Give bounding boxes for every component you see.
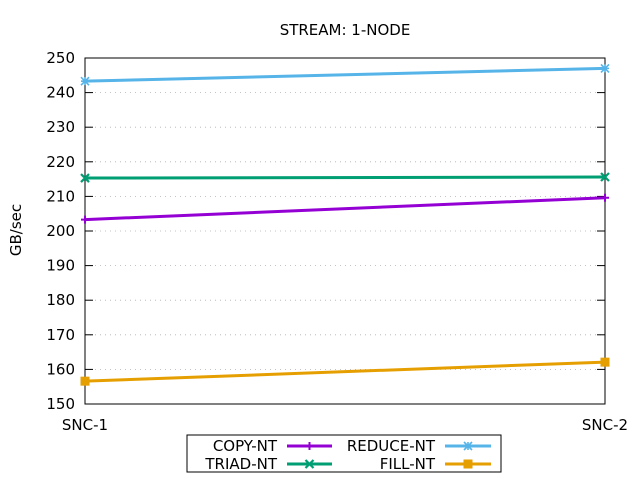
series-line-triad-nt [84,175,606,180]
series-line-reduce-nt [84,66,606,83]
y-tick-label: 240 [46,84,75,102]
data-point-reduce-nt [600,63,610,73]
x-axis-ticks: SNC-1 SNC-2 [62,58,628,434]
data-point-fill-nt [80,376,90,386]
y-tick-label: 150 [46,395,75,413]
y-axis-label: GB/sec [7,204,25,256]
grid-lines [85,92,605,370]
legend-label-fill-nt: FILL-NT [380,455,436,473]
data-point-copy-nt [601,193,609,202]
y-tick-label: 250 [46,49,75,67]
chart-title: STREAM: 1-NODE [280,21,411,39]
y-axis-ticks: 150 160 170 180 190 200 210 220 230 240 250 [46,49,605,413]
data-point-triad-nt [600,172,610,182]
y-tick-label: 160 [46,360,75,378]
y-tick-label: 170 [46,326,75,344]
x-tick-label: SNC-2 [582,416,628,434]
y-tick-label: 200 [46,222,75,240]
data-point-triad-nt [80,173,90,183]
y-tick-label: 230 [46,118,75,136]
x-tick-label: SNC-1 [62,416,108,434]
legend-marker-copy-nt [305,442,314,450]
legend-box [186,434,502,473]
legend: COPY-NT REDUCE-NT TRIAD-NT FILL-NT [186,434,502,473]
legend-marker-fill-nt [463,459,473,469]
legend-marker-triad-nt [304,459,315,469]
legend-label-copy-nt: COPY-NT [213,437,278,455]
legend-label-reduce-nt: REDUCE-NT [347,437,436,455]
y-tick-label: 220 [46,153,75,171]
y-tick-label: 180 [46,291,75,309]
data-point-fill-nt [600,357,610,367]
legend-marker-reduce-nt [463,441,473,451]
series-line-copy-nt [84,196,606,222]
legend-label-triad-nt: TRIAD-NT [204,455,277,473]
y-tick-label: 190 [46,257,75,275]
data-point-reduce-nt [80,76,90,86]
data-point-copy-nt [81,215,89,224]
y-tick-label: 210 [46,187,75,205]
series-line-fill-nt [84,360,606,383]
series-lines [80,63,610,386]
